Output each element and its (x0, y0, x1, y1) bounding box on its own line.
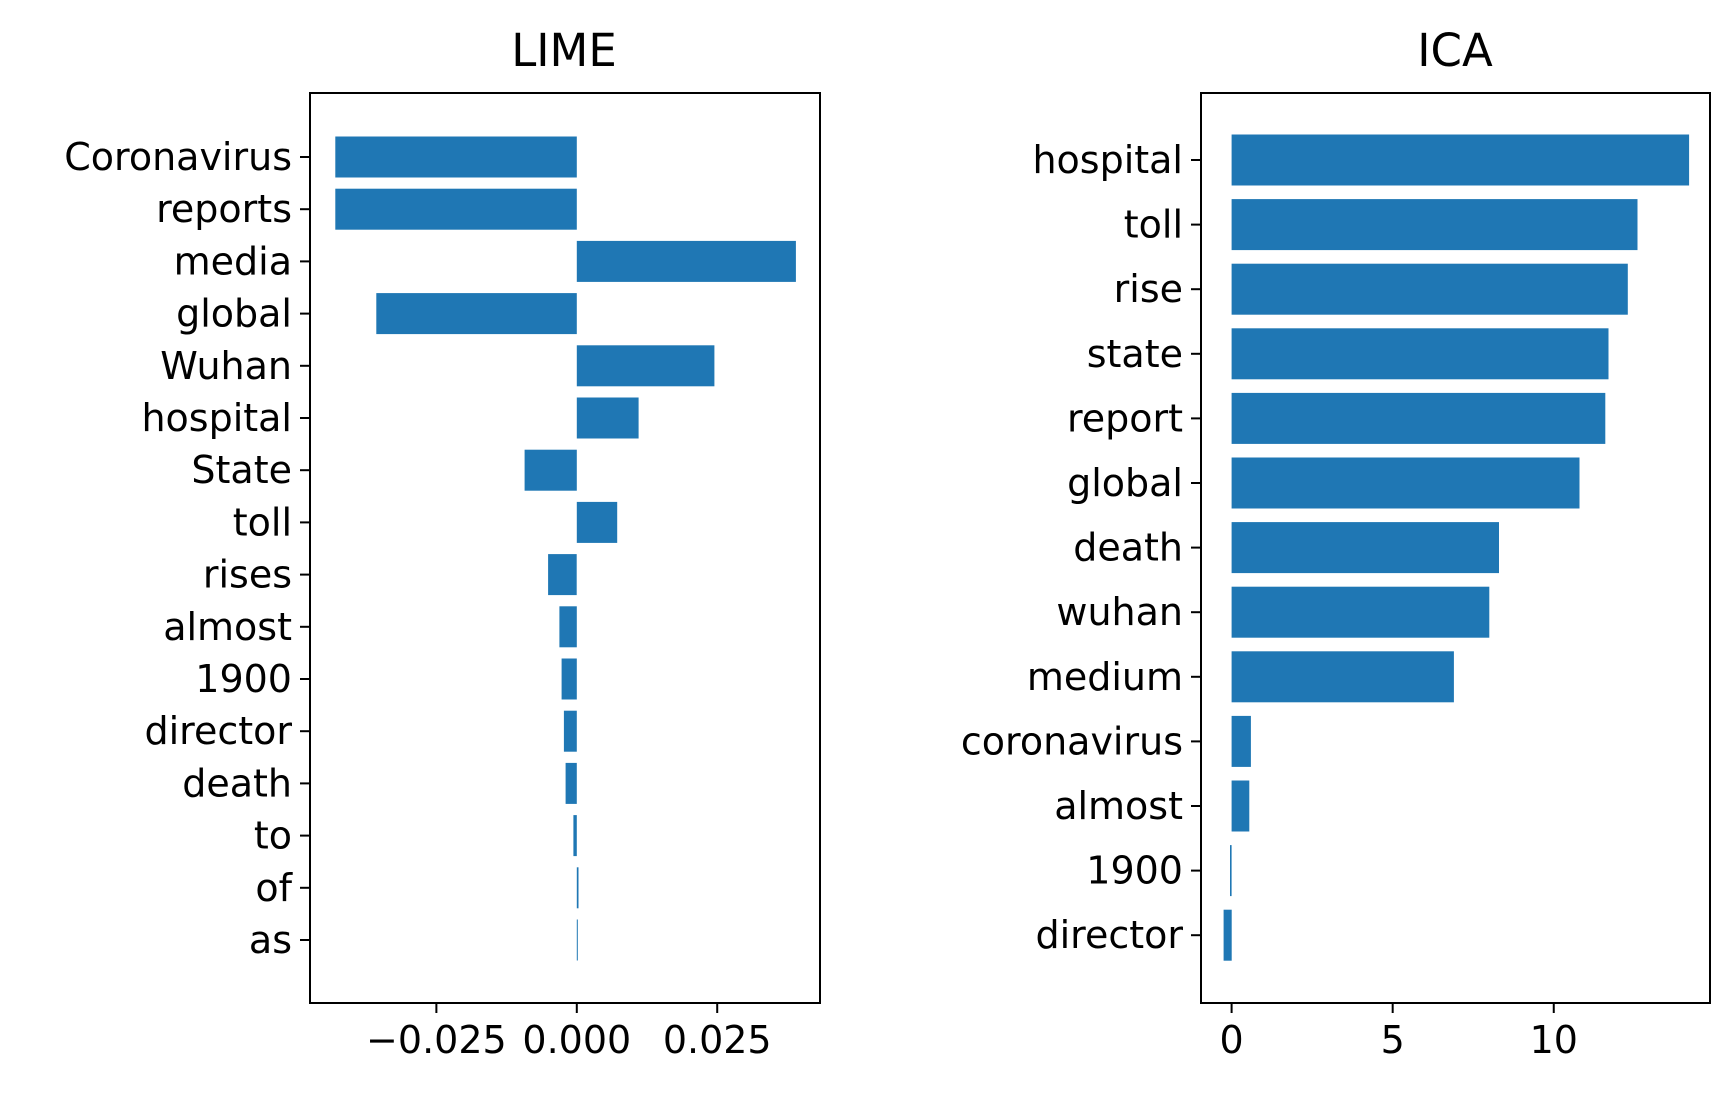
ica-xtick-label-0: 0 (1220, 1018, 1244, 1062)
lime-bar-5 (576, 397, 639, 439)
ica-category-label-11: 1900 (1086, 849, 1183, 893)
lime-bar-7 (576, 501, 618, 543)
lime-category-label-10: 1900 (195, 657, 292, 701)
lime-category-label-15: as (249, 918, 292, 962)
ica-chart-title: ICA (1417, 24, 1493, 77)
ica-bar-8 (1231, 651, 1454, 703)
lime-bar-8 (548, 554, 577, 596)
ica-category-label-5: global (1067, 461, 1183, 505)
ica-category-label-4: report (1067, 396, 1183, 440)
ica-category-label-9: coronavirus (961, 719, 1183, 763)
lime-xtick-label-2: 0.025 (663, 1018, 772, 1062)
lime-category-label-2: media (174, 239, 292, 283)
ica-xtick-label-2: 10 (1530, 1018, 1578, 1062)
lime-plot-frame (309, 92, 821, 1004)
ica-bar-9 (1231, 715, 1251, 767)
lime-bar-14 (576, 867, 579, 909)
lime-category-label-4: Wuhan (160, 344, 292, 388)
ica-category-label-2: rise (1114, 267, 1183, 311)
lime-category-label-7: toll (233, 500, 292, 544)
ica-bar-1 (1231, 199, 1638, 251)
lime-bar-3 (376, 293, 577, 335)
ica-bar-3 (1231, 328, 1609, 380)
ica-bar-10 (1231, 780, 1250, 832)
lime-bar-1 (335, 188, 577, 230)
ica-category-label-1: toll (1124, 203, 1183, 247)
lime-bar-10 (561, 658, 577, 700)
lime-category-label-12: death (182, 761, 292, 805)
ica-bar-12 (1223, 909, 1232, 961)
ica-category-label-7: wuhan (1056, 590, 1183, 634)
lime-chart-panel: LIME Coronavirus reports media global Wuhan h… (64, 24, 821, 1062)
lime-category-label-14: of (255, 866, 293, 910)
lime-category-label-0: Coronavirus (64, 135, 292, 179)
lime-category-label-6: State (191, 448, 292, 492)
ica-bar-2 (1231, 263, 1628, 315)
lime-xtick-label-1: 0.000 (522, 1018, 631, 1062)
lime-bar-13 (573, 815, 577, 857)
lime-chart-title: LIME (511, 24, 617, 77)
lime-bar-11 (563, 710, 577, 752)
ica-bar-5 (1231, 457, 1580, 509)
ica-bar-4 (1231, 392, 1606, 444)
ica-category-label-3: state (1087, 332, 1183, 376)
ica-bar-7 (1231, 586, 1490, 638)
ica-category-label-12: director (1035, 913, 1183, 957)
lime-bar-12 (565, 762, 577, 804)
lime-bar-2 (576, 240, 796, 282)
lime-category-label-5: hospital (141, 396, 292, 440)
lime-bar-9 (559, 606, 577, 648)
ica-category-label-6: death (1073, 526, 1183, 570)
lime-category-label-8: rises (203, 553, 292, 597)
ica-bar-11 (1230, 845, 1232, 897)
ica-xtick-label-1: 5 (1381, 1018, 1405, 1062)
ica-category-label-0: hospital (1032, 138, 1183, 182)
ica-bar-6 (1231, 522, 1499, 574)
ica-bar-0 (1231, 134, 1690, 186)
lime-bar-15 (576, 919, 578, 961)
ica-chart-panel: ICA hospital toll rise state report global dea… (961, 24, 1711, 1062)
lime-bar-0 (335, 136, 577, 178)
ica-category-label-8: medium (1027, 655, 1183, 699)
ica-category-label-10: almost (1054, 784, 1183, 828)
lime-category-label-3: global (176, 292, 292, 336)
lime-category-label-13: to (254, 814, 292, 858)
lime-category-label-11: director (144, 709, 292, 753)
lime-bar-6 (524, 449, 577, 491)
lime-category-label-9: almost (163, 605, 292, 649)
lime-bar-4 (576, 345, 715, 387)
lime-category-label-1: reports (156, 187, 292, 231)
lime-xtick-label-0: −0.025 (366, 1018, 507, 1062)
